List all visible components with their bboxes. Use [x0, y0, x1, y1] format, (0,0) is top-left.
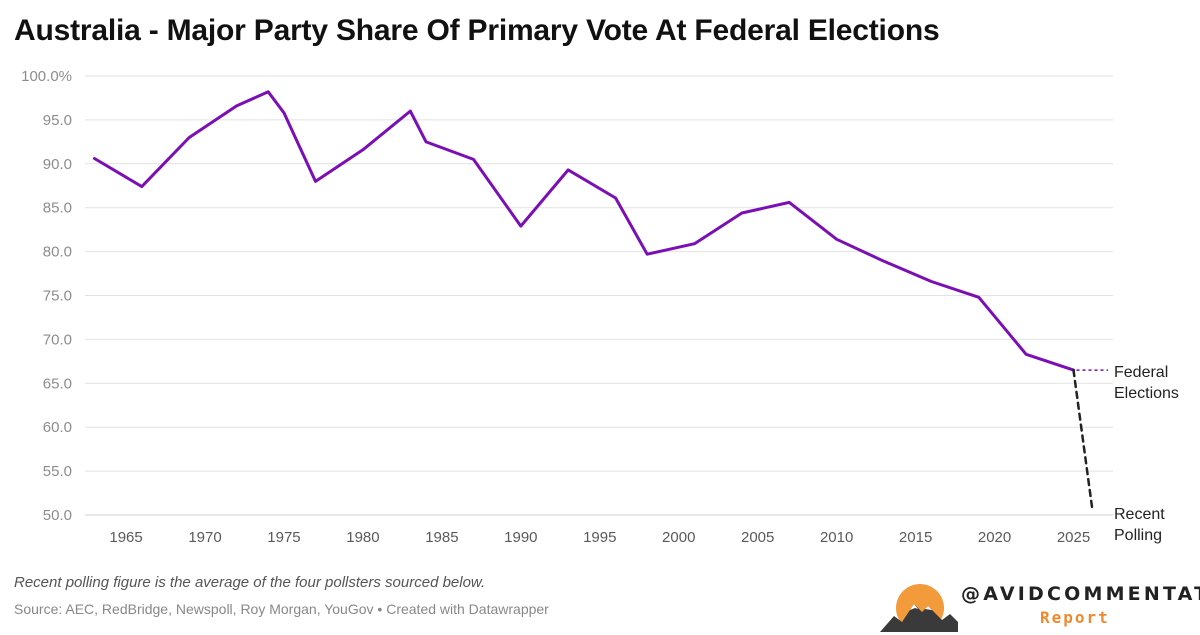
y-tick-label: 95.0	[43, 112, 72, 129]
y-tick-label: 100.0%	[21, 68, 72, 85]
end-labels: Federal Elections Recent Polling	[1076, 364, 1179, 544]
logo-mountains	[880, 604, 958, 632]
gridlines	[85, 75, 1113, 516]
x-tick-label: 2020	[978, 529, 1011, 546]
y-tick-label: 70.0	[43, 331, 72, 348]
x-tick-label: 2000	[662, 529, 695, 546]
x-tick-label: 2010	[820, 529, 853, 546]
brand-subtitle: Report	[1040, 608, 1110, 627]
chart-title: Australia - Major Party Share Of Primary…	[14, 14, 940, 47]
series-lines	[93, 90, 1094, 512]
line-chart: 100.0% 95.0 90.0 85.0 80.0 75.0 70.0 65.0 60.0 55…	[21, 68, 1179, 546]
y-tick-label: 80.0	[43, 244, 72, 261]
y-tick-label: 65.0	[43, 375, 72, 392]
x-tick-label: 1975	[267, 529, 300, 546]
chart-note: Recent polling figure is the average of …	[14, 574, 486, 591]
recent-polling-label: Recent	[1114, 506, 1165, 523]
recent-polling-label: Polling	[1114, 527, 1162, 544]
y-tick-label: 50.0	[43, 507, 72, 524]
y-tick-label: 90.0	[43, 156, 72, 173]
x-tick-label: 1970	[188, 529, 221, 546]
brand-handle: @AVIDCOMMENTATOR	[961, 583, 1200, 605]
y-tick-label: 85.0	[43, 200, 72, 217]
x-tick-label: 2015	[899, 529, 932, 546]
federal-elections-line	[93, 90, 1075, 372]
y-tick-label: 55.0	[43, 463, 72, 480]
source-line: Source: AEC, RedBridge, Newspoll, Roy Mo…	[14, 601, 549, 617]
y-tick-label: 60.0	[43, 419, 72, 436]
federal-elections-label: Federal	[1114, 364, 1168, 381]
x-tick-label: 1965	[109, 529, 142, 546]
x-tick-label: 1980	[346, 529, 379, 546]
x-axis-ticks: 1965 1970 1975 1980 1985 1990 1995 2000 2005 2010…	[109, 529, 1090, 546]
x-tick-label: 2025	[1057, 529, 1090, 546]
x-tick-label: 1990	[504, 529, 537, 546]
recent-polling-line	[1072, 368, 1094, 512]
federal-elections-label: Elections	[1114, 385, 1179, 402]
y-axis-ticks: 100.0% 95.0 90.0 85.0 80.0 75.0 70.0 65.0 60.0 55…	[21, 68, 72, 524]
y-tick-label: 75.0	[43, 288, 72, 305]
mountain-sun-logo	[880, 584, 958, 632]
x-tick-label: 2005	[741, 529, 774, 546]
x-tick-label: 1995	[583, 529, 616, 546]
x-tick-label: 1985	[425, 529, 458, 546]
